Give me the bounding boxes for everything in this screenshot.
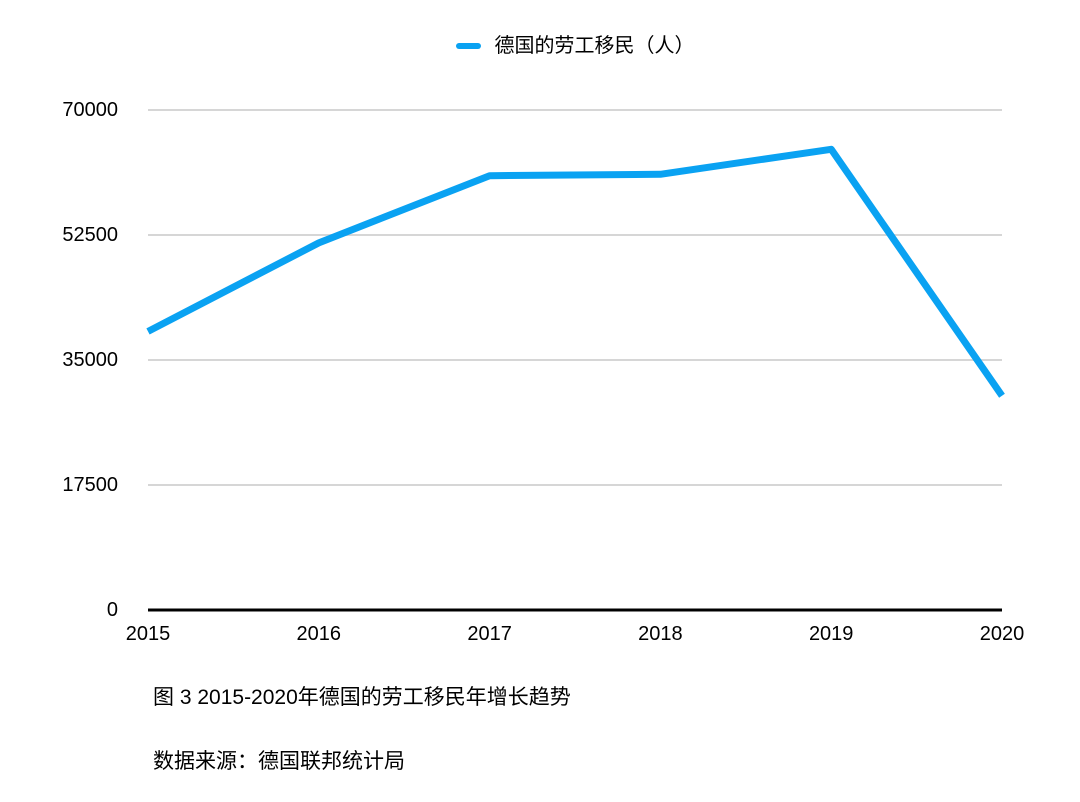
x-axis-tick-label: 2017 xyxy=(467,623,512,645)
x-axis-tick-label: 2015 xyxy=(125,623,171,645)
x-axis-tick-labels: 2015 2016 2017 2018 2019 2020 xyxy=(125,623,1025,645)
data-source-note: 数据来源：德国联邦统计局 xyxy=(153,750,405,773)
chart-legend: 德国的劳工移民（人） xyxy=(148,33,1002,59)
y-axis-tick-label: 17500 xyxy=(62,474,118,496)
y-axis-tick-label: 52500 xyxy=(62,224,118,246)
x-axis-tick-label: 2019 xyxy=(808,623,854,645)
plot-area: 0 17500 35000 52500 70000 2015 2016 2017 2018 20… xyxy=(0,0,1025,660)
x-axis-tick-label: 2016 xyxy=(296,623,342,645)
series-line xyxy=(146,145,1005,398)
figure-caption: 图 3 2015-2020年德国的劳工移民年增长趋势 xyxy=(153,686,571,709)
x-axis-tick-label: 2018 xyxy=(638,623,683,645)
legend-line-marker-icon xyxy=(455,43,481,49)
y-axis-tick-label: 0 xyxy=(106,599,118,621)
x-axis-tick-label: 2020 xyxy=(979,623,1025,645)
line-chart-canvas xyxy=(146,109,1005,612)
y-axis-tick-label: 35000 xyxy=(62,349,118,371)
legend-series-label: 德国的劳工移民（人） xyxy=(494,35,695,57)
y-axis-tick-label: 70000 xyxy=(62,99,118,121)
y-axis-tick-labels: 0 17500 35000 52500 70000 xyxy=(0,0,118,660)
